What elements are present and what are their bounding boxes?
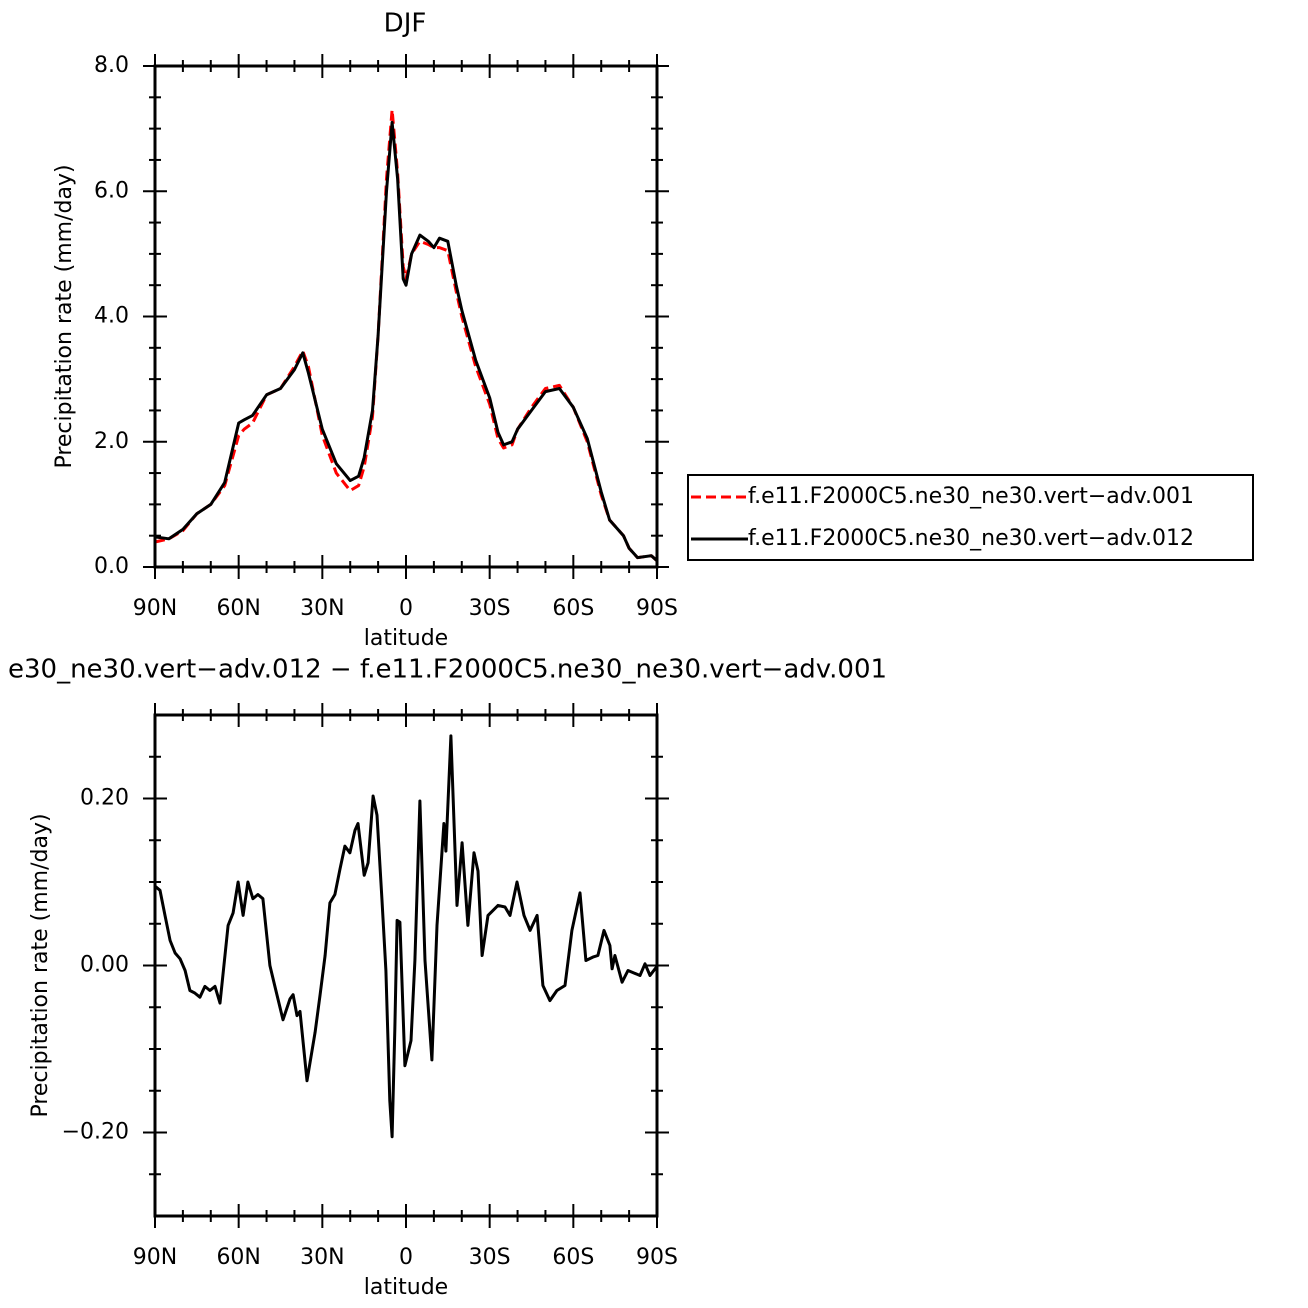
y-axis-label: Precipitation rate (mm/day) [52,164,77,468]
x-tick-label: 60N [216,596,260,621]
x-axis-label: latitude [364,626,448,651]
x-tick-label: 30N [300,596,344,621]
x-tick-label: 0 [399,596,413,621]
y-tick-label: 4.0 [94,304,129,329]
x-axis-label: latitude [364,1275,448,1300]
x-tick-label: 30N [300,1245,344,1270]
x-tick-label: 90N [133,1245,177,1270]
chart-title: DJF [384,9,427,39]
legend-label: f.e11.F2000C5.ne30_ne30.vert−adv.012 [748,526,1194,551]
data-line [154,108,658,562]
chart-title: e30_ne30.vert−adv.012 − f.e11.F2000C5.ne… [8,655,887,685]
x-tick-label: 90S [636,596,678,621]
x-tick-label: 60N [216,1245,260,1270]
x-tick-label: 0 [399,1245,413,1270]
legend-label: f.e11.F2000C5.ne30_ne30.vert−adv.001 [748,484,1194,509]
plot-frame [153,713,659,1218]
data-line [154,734,659,1139]
y-tick-label: 8.0 [94,53,129,78]
y-tick-label: 2.0 [94,429,129,454]
x-tick-label: 30S [469,596,511,621]
x-tick-label: 90S [636,1245,678,1270]
y-tick-label: 0.0 [94,554,129,579]
x-tick-label: 60S [552,1245,594,1270]
y-tick-label: 0.20 [80,786,129,811]
x-tick-label: 60S [552,596,594,621]
legend-box [687,474,1254,561]
x-tick-label: 30S [469,1245,511,1270]
y-tick-label: 6.0 [94,178,129,203]
x-tick-label: 90N [133,596,177,621]
y-axis-label: Precipitation rate (mm/day) [28,813,53,1117]
data-line [154,120,658,562]
y-tick-label: 0.00 [80,953,129,978]
plot-frame [153,64,659,569]
y-tick-label: −0.20 [62,1120,129,1145]
